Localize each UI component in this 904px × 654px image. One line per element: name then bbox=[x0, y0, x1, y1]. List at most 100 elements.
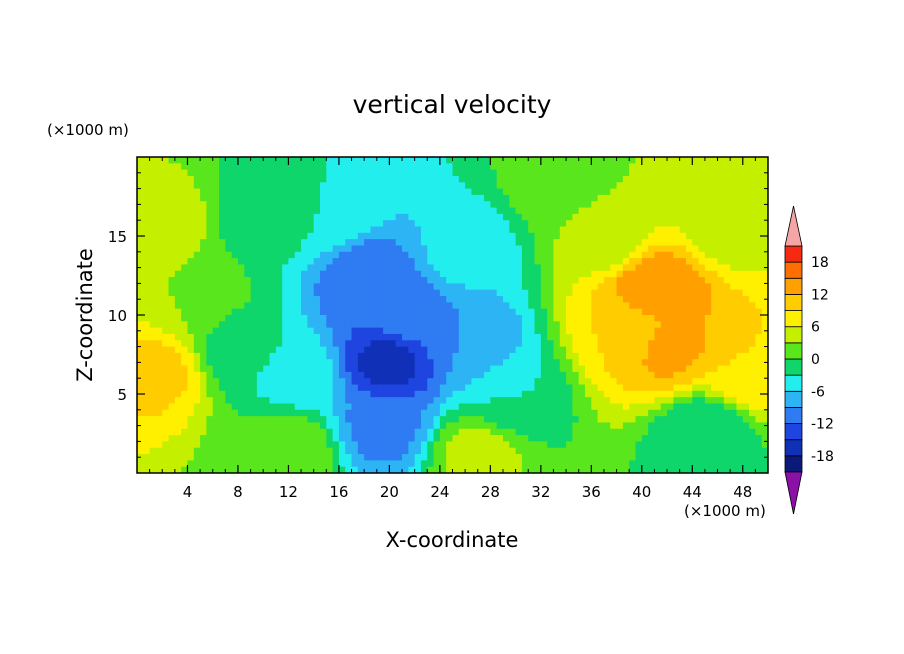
field-cell bbox=[711, 220, 719, 228]
field-cell bbox=[685, 226, 693, 234]
field-cell bbox=[749, 194, 756, 202]
field-cell bbox=[345, 308, 353, 316]
field-cell bbox=[641, 397, 649, 405]
field-cell bbox=[376, 188, 384, 196]
field-cell bbox=[654, 346, 662, 354]
field-cell bbox=[496, 182, 504, 190]
field-cell bbox=[433, 232, 441, 240]
field-cell bbox=[389, 270, 397, 278]
field-cell bbox=[307, 346, 315, 354]
field-cell bbox=[420, 454, 428, 461]
field-cell bbox=[534, 454, 542, 461]
field-cell bbox=[515, 315, 523, 322]
field-cell bbox=[673, 283, 681, 291]
field-cell bbox=[471, 390, 479, 398]
field-cell bbox=[578, 270, 586, 278]
field-cell bbox=[452, 169, 460, 177]
field-cell bbox=[553, 163, 561, 171]
field-cell bbox=[345, 169, 353, 177]
field-cell bbox=[622, 397, 630, 405]
field-cell bbox=[610, 346, 618, 354]
field-cell bbox=[338, 466, 346, 473]
field-cell bbox=[427, 460, 435, 468]
field-cell bbox=[326, 340, 334, 348]
field-cell bbox=[269, 264, 277, 272]
field-cell bbox=[433, 182, 441, 190]
field-cell bbox=[439, 315, 447, 322]
field-cell bbox=[143, 384, 151, 392]
field-cell bbox=[269, 416, 277, 424]
field-cell bbox=[622, 466, 630, 473]
field-cell bbox=[149, 302, 157, 310]
field-cell bbox=[313, 428, 321, 436]
field-cell bbox=[629, 340, 637, 348]
field-cell bbox=[439, 454, 447, 461]
field-cell bbox=[389, 163, 397, 171]
field-cell bbox=[736, 365, 744, 373]
field-cell bbox=[155, 169, 163, 177]
field-cell bbox=[143, 340, 151, 348]
field-cell bbox=[225, 213, 233, 221]
field-cell bbox=[357, 289, 365, 297]
field-cell bbox=[313, 333, 321, 341]
field-cell bbox=[319, 264, 327, 272]
field-cell bbox=[357, 416, 365, 424]
field-cell bbox=[231, 454, 239, 461]
field-cell bbox=[559, 302, 567, 310]
field-cell bbox=[364, 163, 372, 171]
field-cell bbox=[755, 327, 763, 335]
field-cell bbox=[685, 466, 693, 473]
field-cell bbox=[187, 289, 195, 297]
field-cell bbox=[622, 340, 630, 348]
field-cell bbox=[578, 182, 586, 190]
field-cell bbox=[446, 296, 454, 303]
field-cell bbox=[206, 169, 214, 177]
field-cell bbox=[282, 232, 290, 240]
field-cell bbox=[452, 315, 460, 322]
field-cell bbox=[566, 302, 573, 310]
field-cell bbox=[427, 308, 435, 316]
field-cell bbox=[187, 245, 195, 253]
field-cell bbox=[263, 251, 271, 259]
field-cell bbox=[181, 175, 189, 183]
field-cell bbox=[345, 371, 353, 379]
field-cell bbox=[427, 277, 435, 284]
field-cell bbox=[206, 447, 214, 455]
field-cell bbox=[502, 220, 510, 228]
field-cell bbox=[345, 340, 353, 348]
field-cell bbox=[509, 264, 517, 272]
field-cell bbox=[137, 270, 144, 278]
field-cell bbox=[711, 207, 719, 215]
field-cell bbox=[755, 390, 763, 398]
field-cell bbox=[395, 169, 403, 177]
field-cell bbox=[402, 397, 409, 405]
field-cell bbox=[225, 289, 233, 297]
field-cell bbox=[660, 460, 668, 468]
field-cell bbox=[515, 454, 523, 461]
field-cell bbox=[629, 302, 637, 310]
field-cell bbox=[319, 277, 327, 284]
field-cell bbox=[547, 277, 555, 284]
field-cell bbox=[603, 327, 611, 335]
field-cell bbox=[149, 422, 157, 430]
field-cell bbox=[458, 460, 466, 468]
field-cell bbox=[332, 365, 340, 373]
field-cell bbox=[193, 340, 201, 348]
field-cell bbox=[181, 270, 189, 278]
field-cell bbox=[711, 201, 719, 209]
field-cell bbox=[553, 435, 561, 442]
field-cell bbox=[174, 232, 182, 240]
field-cell bbox=[389, 422, 397, 430]
field-cell bbox=[200, 296, 208, 303]
field-cell bbox=[704, 258, 712, 266]
field-cell bbox=[143, 428, 151, 436]
field-cell bbox=[427, 163, 435, 171]
field-cell bbox=[294, 371, 302, 379]
field-cell bbox=[502, 441, 510, 449]
field-cell bbox=[376, 397, 384, 405]
field-cell bbox=[660, 333, 668, 341]
field-cell bbox=[477, 213, 485, 221]
field-cell bbox=[484, 409, 491, 417]
field-cell bbox=[364, 435, 372, 442]
